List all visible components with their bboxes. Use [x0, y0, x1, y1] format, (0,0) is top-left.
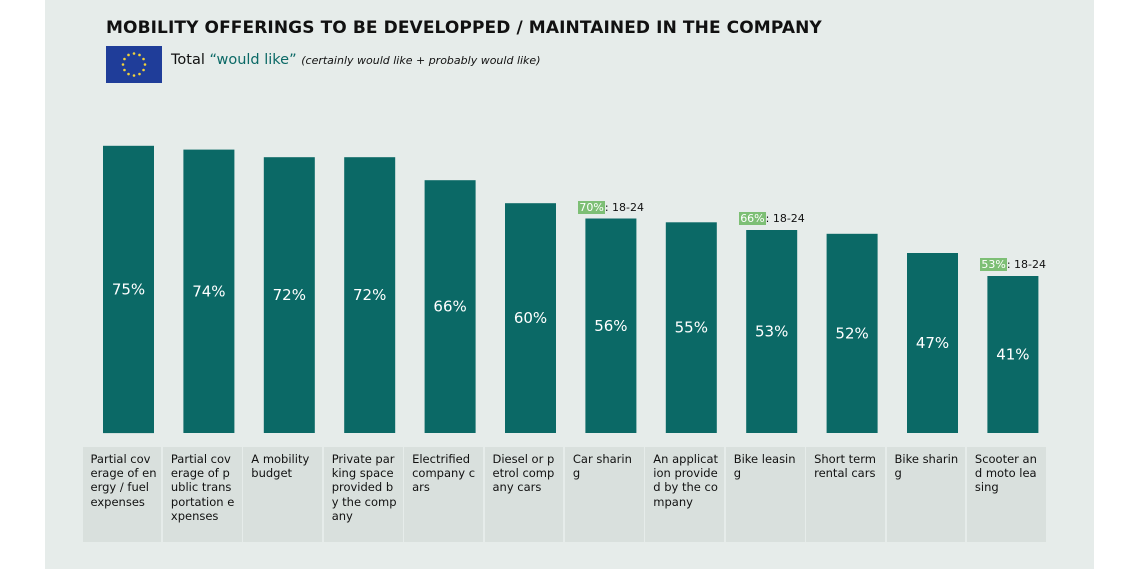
bar-value-label: 52% [835, 324, 868, 342]
bar [585, 218, 637, 433]
annotation-group: : 18-24 [765, 212, 805, 225]
category-label: Partial coverage of energy / fuel expens… [90, 452, 157, 509]
category-box: Diesel or petrol company cars [484, 447, 564, 542]
chart-subtitle: Total “would like” (certainly would like… [171, 52, 540, 68]
bar-value-label: 41% [996, 346, 1029, 364]
bar [907, 253, 958, 433]
flag-star [143, 63, 147, 66]
bar-value-label: 72% [353, 286, 386, 304]
category-label: Electrified company cars [412, 452, 476, 495]
flag-star [132, 74, 136, 77]
category-label: Private parking space provided by the co… [331, 452, 397, 523]
category-label: A mobility budget [251, 452, 310, 481]
category-box: Partial coverage of energy / fuel expens… [82, 447, 162, 542]
flag-star [127, 72, 130, 76]
annotation-group: : 18-24 [1006, 258, 1047, 271]
bar [103, 145, 154, 434]
bar-value-label: 74% [192, 282, 225, 300]
flag-star [123, 68, 126, 72]
category-box: Electrified company cars [404, 447, 483, 542]
flag-star [132, 52, 136, 55]
bar-value-label: 72% [273, 286, 306, 304]
category-label: Bike leasing [733, 452, 796, 481]
bar-value-label: 47% [916, 334, 949, 352]
category-box: An application provided by the company [645, 447, 725, 542]
category-box: Bike sharing [886, 447, 966, 542]
bar [263, 157, 315, 433]
bar [826, 233, 878, 433]
category-box: Short term rental cars [806, 447, 885, 542]
category-box: Car sharing [564, 447, 644, 542]
flag-star [127, 53, 130, 57]
annotation-group: : 18-24 [604, 200, 645, 214]
bar [665, 222, 717, 433]
category-box: A mobility budget [243, 447, 323, 542]
category-label: Scooter and moto leasing [974, 452, 1037, 495]
bar [183, 149, 235, 433]
bar [344, 157, 396, 433]
flag-star [121, 63, 125, 66]
flag-star [123, 57, 126, 61]
category-label: An application provided by the company [653, 452, 719, 509]
category-box: Bike leasing [725, 447, 805, 542]
chart-title: MOBILITY OFFERINGS TO BE DEVELOPPED / MA… [106, 18, 822, 38]
category-label: Bike sharing [894, 452, 959, 481]
subtitle-would-like: “would like” [209, 52, 297, 68]
bar-value-label: 66% [433, 298, 466, 316]
category-box: Scooter and moto leasing [966, 447, 1046, 542]
category-label: Short term rental cars [814, 452, 876, 481]
subtitle-note: (certainly would like + probably would l… [301, 54, 541, 67]
bar-value-label: 75% [112, 280, 145, 298]
category-label: Car sharing [572, 452, 632, 481]
subtitle-prefix: Total [171, 52, 210, 68]
bar-value-label: 53% [755, 323, 788, 341]
flag-star [138, 72, 141, 76]
category-box: Private parking space provided by the co… [323, 447, 403, 542]
annotation-value: 70% [578, 200, 605, 214]
bar-value-label: 55% [675, 319, 708, 337]
bar [505, 203, 556, 433]
eu-flag-icon [106, 46, 162, 83]
bar-value-label: 56% [594, 317, 627, 335]
age-group-annotation: 53%: 18-24 [980, 258, 1046, 271]
flag-star [142, 57, 145, 61]
bar [424, 180, 476, 433]
age-group-annotation: 66%: 18-24 [739, 212, 805, 225]
bar-value-label: 60% [514, 309, 547, 327]
category-box: Partial coverage of public transportatio… [162, 447, 242, 542]
category-label: Partial coverage of public transportatio… [170, 452, 235, 523]
annotation-value: 66% [739, 212, 766, 225]
flag-star [138, 53, 141, 57]
bar [746, 230, 798, 433]
category-label: Diesel or petrol company cars [492, 452, 555, 495]
age-group-annotation: 70%: 18-24 [578, 200, 645, 214]
annotation-value: 53% [980, 258, 1007, 271]
bar [987, 276, 1039, 433]
flag-star [142, 68, 145, 72]
